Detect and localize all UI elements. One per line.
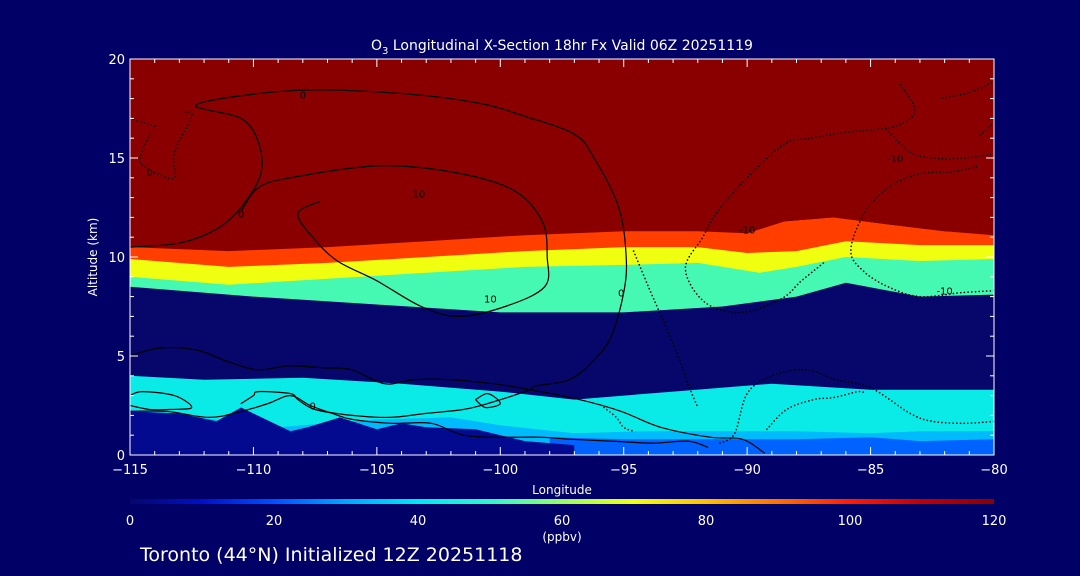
initialization-caption: Toronto (44°N) Initialized 12Z 20251118 — [139, 544, 523, 566]
ozone-layer-96 — [130, 217, 994, 267]
contour-label: 0 — [300, 91, 306, 102]
colorbar-ramp — [130, 499, 994, 504]
x-tick-label: −105 — [359, 463, 395, 478]
colorbar-tick-label: 20 — [266, 514, 283, 529]
solid-contour-line — [475, 392, 501, 409]
ozone-layer-22 — [549, 437, 994, 455]
colorbar-tick-label: 40 — [410, 514, 427, 529]
dotted-contour-line — [850, 165, 994, 298]
y-axis: 0 5 10 15 20 — [108, 53, 994, 464]
dotted-contour-line — [719, 368, 994, 444]
ozone-layer-120 — [130, 59, 994, 252]
contour-label: -10 — [936, 287, 952, 298]
plot-area: 0 10 10 0 0 0 -10 -10 -10 0 — [129, 58, 995, 456]
colorbar-tick-label: 0 — [126, 514, 134, 529]
solid-contour-line — [130, 391, 193, 411]
dotted-contour-line — [978, 121, 994, 137]
ozone-layer-4 — [130, 407, 575, 455]
contour-lines — [130, 82, 994, 454]
x-tick-label: −110 — [236, 463, 272, 478]
contour-label: -10 — [887, 154, 903, 165]
contour-label: 0 — [309, 402, 315, 413]
x-tick-label: −100 — [482, 463, 518, 478]
x-tick-label: −90 — [733, 463, 760, 478]
dotted-contour-line — [603, 406, 635, 432]
contour-label: -10 — [739, 225, 755, 236]
dotted-contour-line — [766, 390, 867, 431]
chart-title: O3 Longitudinal X-Section 18hr Fx Valid … — [371, 38, 753, 57]
solid-contour-line — [130, 347, 765, 454]
solid-contour-line — [240, 165, 550, 317]
x-tick-label: −115 — [112, 463, 148, 478]
colorbar-tick-label: 120 — [982, 514, 1007, 529]
colorbar-unit-label: (ppbv) — [542, 530, 581, 544]
solid-contour-line — [130, 394, 709, 448]
x-axis: −115 −110 −105 −100 −95 −90 −85 −80 — [112, 59, 1008, 478]
dotted-contour-line — [684, 83, 916, 314]
x-axis-label: Longitude — [532, 483, 592, 497]
ozone-field — [130, 59, 994, 455]
y-tick-label: 15 — [108, 152, 125, 167]
colorbar-tick-label: 80 — [698, 514, 715, 529]
y-tick-label: 10 — [108, 251, 125, 266]
dotted-contour-line — [938, 82, 993, 100]
contour-label: 0 — [238, 209, 244, 220]
x-tick-label: −80 — [980, 463, 1007, 478]
contour-label: 10 — [484, 295, 497, 306]
colorbar-tick-label: 60 — [554, 514, 571, 529]
contour-label: 0 — [618, 289, 624, 300]
y-tick-label: 5 — [117, 350, 125, 365]
y-tick-label: 20 — [108, 53, 125, 68]
contour-label: 0 — [147, 168, 153, 179]
colorbar-tick-label: 100 — [838, 514, 863, 529]
y-tick-label: 0 — [117, 449, 125, 464]
colorbar: 0 20 40 60 80 100 120 (ppbv) — [126, 499, 1007, 544]
contour-labels: 0 10 10 0 0 0 -10 -10 -10 0 — [147, 91, 953, 413]
x-tick-label: −85 — [857, 463, 884, 478]
colorbar-ticks: 0 20 40 60 80 100 120 — [126, 514, 1007, 529]
dotted-contour-line — [139, 111, 193, 180]
contour-label: 10 — [412, 190, 425, 201]
y-axis-label: Altitude (km) — [86, 218, 100, 297]
x-tick-label: −95 — [610, 463, 637, 478]
